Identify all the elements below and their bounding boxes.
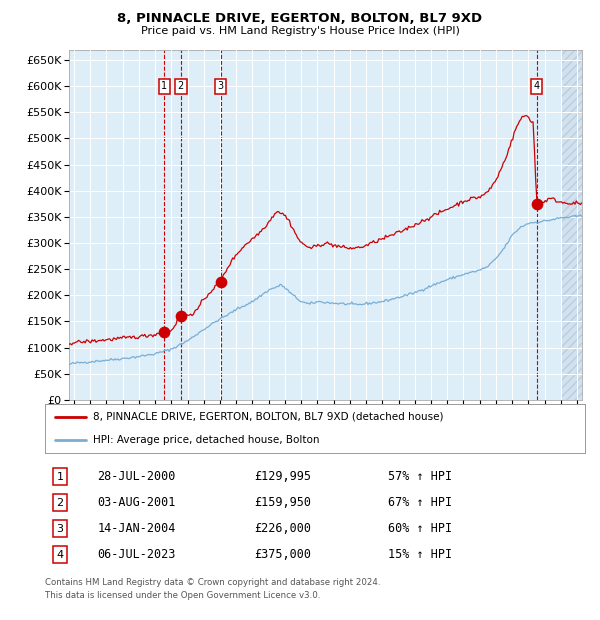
Text: 8, PINNACLE DRIVE, EGERTON, BOLTON, BL7 9XD (detached house): 8, PINNACLE DRIVE, EGERTON, BOLTON, BL7 … bbox=[92, 412, 443, 422]
Text: 15% ↑ HPI: 15% ↑ HPI bbox=[388, 548, 452, 561]
Text: 3: 3 bbox=[218, 81, 224, 91]
Point bbox=[160, 327, 169, 337]
Point bbox=[532, 199, 542, 209]
Text: 2: 2 bbox=[178, 81, 184, 91]
Text: 60% ↑ HPI: 60% ↑ HPI bbox=[388, 522, 452, 535]
Point bbox=[216, 277, 226, 286]
Text: 14-JAN-2004: 14-JAN-2004 bbox=[98, 522, 176, 535]
Text: £226,000: £226,000 bbox=[254, 522, 311, 535]
Text: 2: 2 bbox=[56, 498, 64, 508]
Text: 03-AUG-2001: 03-AUG-2001 bbox=[98, 497, 176, 509]
Text: 1: 1 bbox=[56, 472, 64, 482]
Point bbox=[176, 311, 185, 321]
Text: 8, PINNACLE DRIVE, EGERTON, BOLTON, BL7 9XD: 8, PINNACLE DRIVE, EGERTON, BOLTON, BL7 … bbox=[118, 12, 482, 25]
Text: 57% ↑ HPI: 57% ↑ HPI bbox=[388, 471, 452, 484]
Text: 67% ↑ HPI: 67% ↑ HPI bbox=[388, 497, 452, 509]
Text: £159,950: £159,950 bbox=[254, 497, 311, 509]
Text: £129,995: £129,995 bbox=[254, 471, 311, 484]
Text: This data is licensed under the Open Government Licence v3.0.: This data is licensed under the Open Gov… bbox=[45, 591, 320, 601]
Text: Contains HM Land Registry data © Crown copyright and database right 2024.: Contains HM Land Registry data © Crown c… bbox=[45, 578, 380, 587]
Text: 1: 1 bbox=[161, 81, 167, 91]
Text: 28-JUL-2000: 28-JUL-2000 bbox=[98, 471, 176, 484]
Text: £375,000: £375,000 bbox=[254, 548, 311, 561]
Text: 3: 3 bbox=[56, 524, 64, 534]
Bar bbox=[561, 50, 582, 400]
Text: 4: 4 bbox=[56, 550, 64, 560]
Text: 06-JUL-2023: 06-JUL-2023 bbox=[98, 548, 176, 561]
Text: Price paid vs. HM Land Registry's House Price Index (HPI): Price paid vs. HM Land Registry's House … bbox=[140, 26, 460, 36]
Text: HPI: Average price, detached house, Bolton: HPI: Average price, detached house, Bolt… bbox=[92, 435, 319, 445]
Text: 4: 4 bbox=[533, 81, 540, 91]
